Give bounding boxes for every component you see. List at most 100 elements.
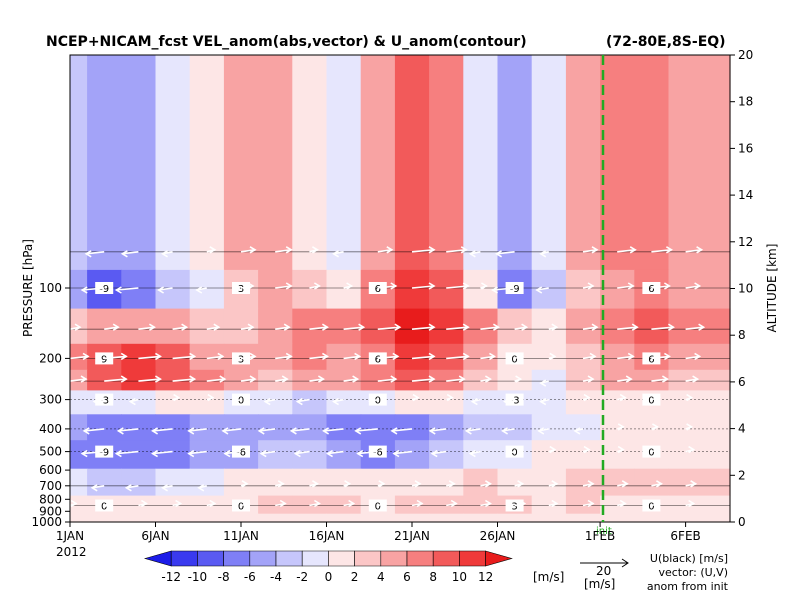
heatmap-cell	[155, 55, 191, 271]
wind-vector	[172, 378, 195, 382]
heatmap-cell	[87, 414, 122, 441]
contour-label: -6	[236, 448, 246, 459]
heatmap-cell	[258, 513, 293, 523]
wind-vector-head	[428, 323, 436, 331]
colorbar-swatch	[432, 550, 460, 567]
wind-vector-head	[326, 449, 334, 458]
wind-vector-head	[243, 499, 251, 508]
wind-vector-head	[694, 282, 702, 290]
legend-line-2: vector: (U,V)	[658, 566, 728, 579]
heatmap-cell	[292, 414, 328, 441]
wind-vector-head	[257, 427, 265, 435]
wind-vector	[240, 355, 256, 360]
colorbar-swatch	[143, 550, 172, 567]
heatmap-cell	[600, 513, 635, 523]
colorbar: -12 -10 -8 -6 -4 -2 0 2 4 6 8 10 12	[143, 550, 513, 584]
heatmap-cell	[394, 468, 430, 497]
wind-vector-head	[289, 427, 297, 435]
wind-vector-head	[217, 352, 225, 361]
wind-vector-head	[589, 352, 597, 361]
wind-vector-head	[281, 375, 289, 383]
wind-vector	[138, 378, 161, 382]
wind-vector	[582, 249, 598, 253]
contour-label: -3	[510, 396, 520, 407]
colorbar-swatch	[275, 550, 303, 567]
wind-vector	[291, 428, 310, 432]
wind-vector	[377, 249, 392, 253]
wind-vector-head	[223, 449, 231, 458]
x-axis-ticks: 1JAN 6JAN 11JAN 16JAN 21JAN 26JAN 1FEB 6FEB	[56, 522, 701, 543]
wind-vector-head	[80, 449, 88, 458]
wind-vector-head	[392, 449, 400, 458]
heatmap-cell	[360, 414, 396, 441]
x-tick-label: 1FEB	[585, 529, 615, 543]
wind-vector-head	[414, 480, 422, 488]
wind-vector-head	[539, 250, 547, 258]
contour-label: 0	[511, 354, 517, 365]
heatmap-cell	[189, 513, 225, 523]
wind-vector-head	[627, 282, 635, 290]
wind-vector-head	[356, 449, 364, 458]
wind-vector	[446, 249, 467, 253]
wind-vector	[411, 249, 435, 253]
heatmap-cell	[70, 513, 88, 523]
wind-vector-head	[464, 427, 472, 435]
wind-vector-head	[428, 246, 436, 254]
wind-vector-head	[535, 286, 543, 294]
wind-vector	[492, 287, 515, 291]
wind-vector-head	[241, 480, 249, 488]
wind-vector-head	[631, 323, 639, 331]
heatmap-cell	[497, 55, 533, 271]
wind-vector-head	[663, 282, 671, 290]
altitude-tick-label: 20	[738, 48, 753, 62]
contour-label: 0	[648, 502, 654, 513]
wind-vector-head	[154, 352, 162, 361]
wind-vector-head	[448, 480, 456, 488]
wind-vector-head	[213, 323, 221, 331]
wind-vector	[432, 450, 447, 455]
vector-reference-value: 20	[596, 564, 611, 578]
wind-vector	[261, 450, 276, 455]
heatmap-cell	[258, 390, 293, 415]
heatmap-cell	[70, 495, 88, 515]
heatmap-cell	[531, 440, 567, 470]
pressure-tick-label: 400	[39, 422, 62, 436]
heatmap-cell	[223, 55, 259, 271]
wind-vector	[446, 355, 469, 360]
heatmap-cell	[394, 269, 430, 310]
wind-vector-head	[462, 323, 470, 331]
wind-vector	[224, 450, 242, 455]
colorbar-label: 12	[478, 570, 493, 584]
contour-label: -6	[373, 448, 383, 459]
wind-vector	[82, 450, 105, 455]
heatmap-cell	[463, 513, 499, 523]
heatmap-cell	[531, 468, 567, 497]
pressure-tick-label: 700	[39, 479, 62, 493]
wind-vector	[343, 378, 358, 382]
contour-label: 0	[238, 396, 244, 407]
heatmap-cell	[326, 468, 362, 497]
wind-vector-head	[521, 323, 529, 331]
wind-vector-head	[322, 427, 330, 435]
heatmap-cell	[360, 308, 396, 345]
contour-label: 9	[101, 354, 107, 365]
heatmap-cell	[429, 390, 464, 415]
heatmap-cell	[668, 440, 731, 470]
pressure-tick-label: 500	[39, 445, 62, 459]
wind-vector	[116, 287, 139, 291]
wind-vector-head	[495, 250, 503, 258]
wind-vector-head	[587, 499, 595, 508]
wind-vector-head	[694, 352, 702, 361]
heatmap-cell	[668, 369, 731, 391]
colorbar-label: 4	[377, 570, 385, 584]
heatmap-cell	[565, 440, 601, 470]
heatmap-cell	[121, 468, 157, 497]
x-tick-label: 11JAN	[223, 529, 259, 543]
wind-vector-head	[151, 427, 159, 435]
wind-vector-head	[480, 282, 488, 290]
wind-vector	[651, 285, 670, 289]
wind-vector	[275, 285, 292, 289]
wind-vector	[309, 326, 328, 330]
wind-vector-head	[321, 323, 329, 331]
